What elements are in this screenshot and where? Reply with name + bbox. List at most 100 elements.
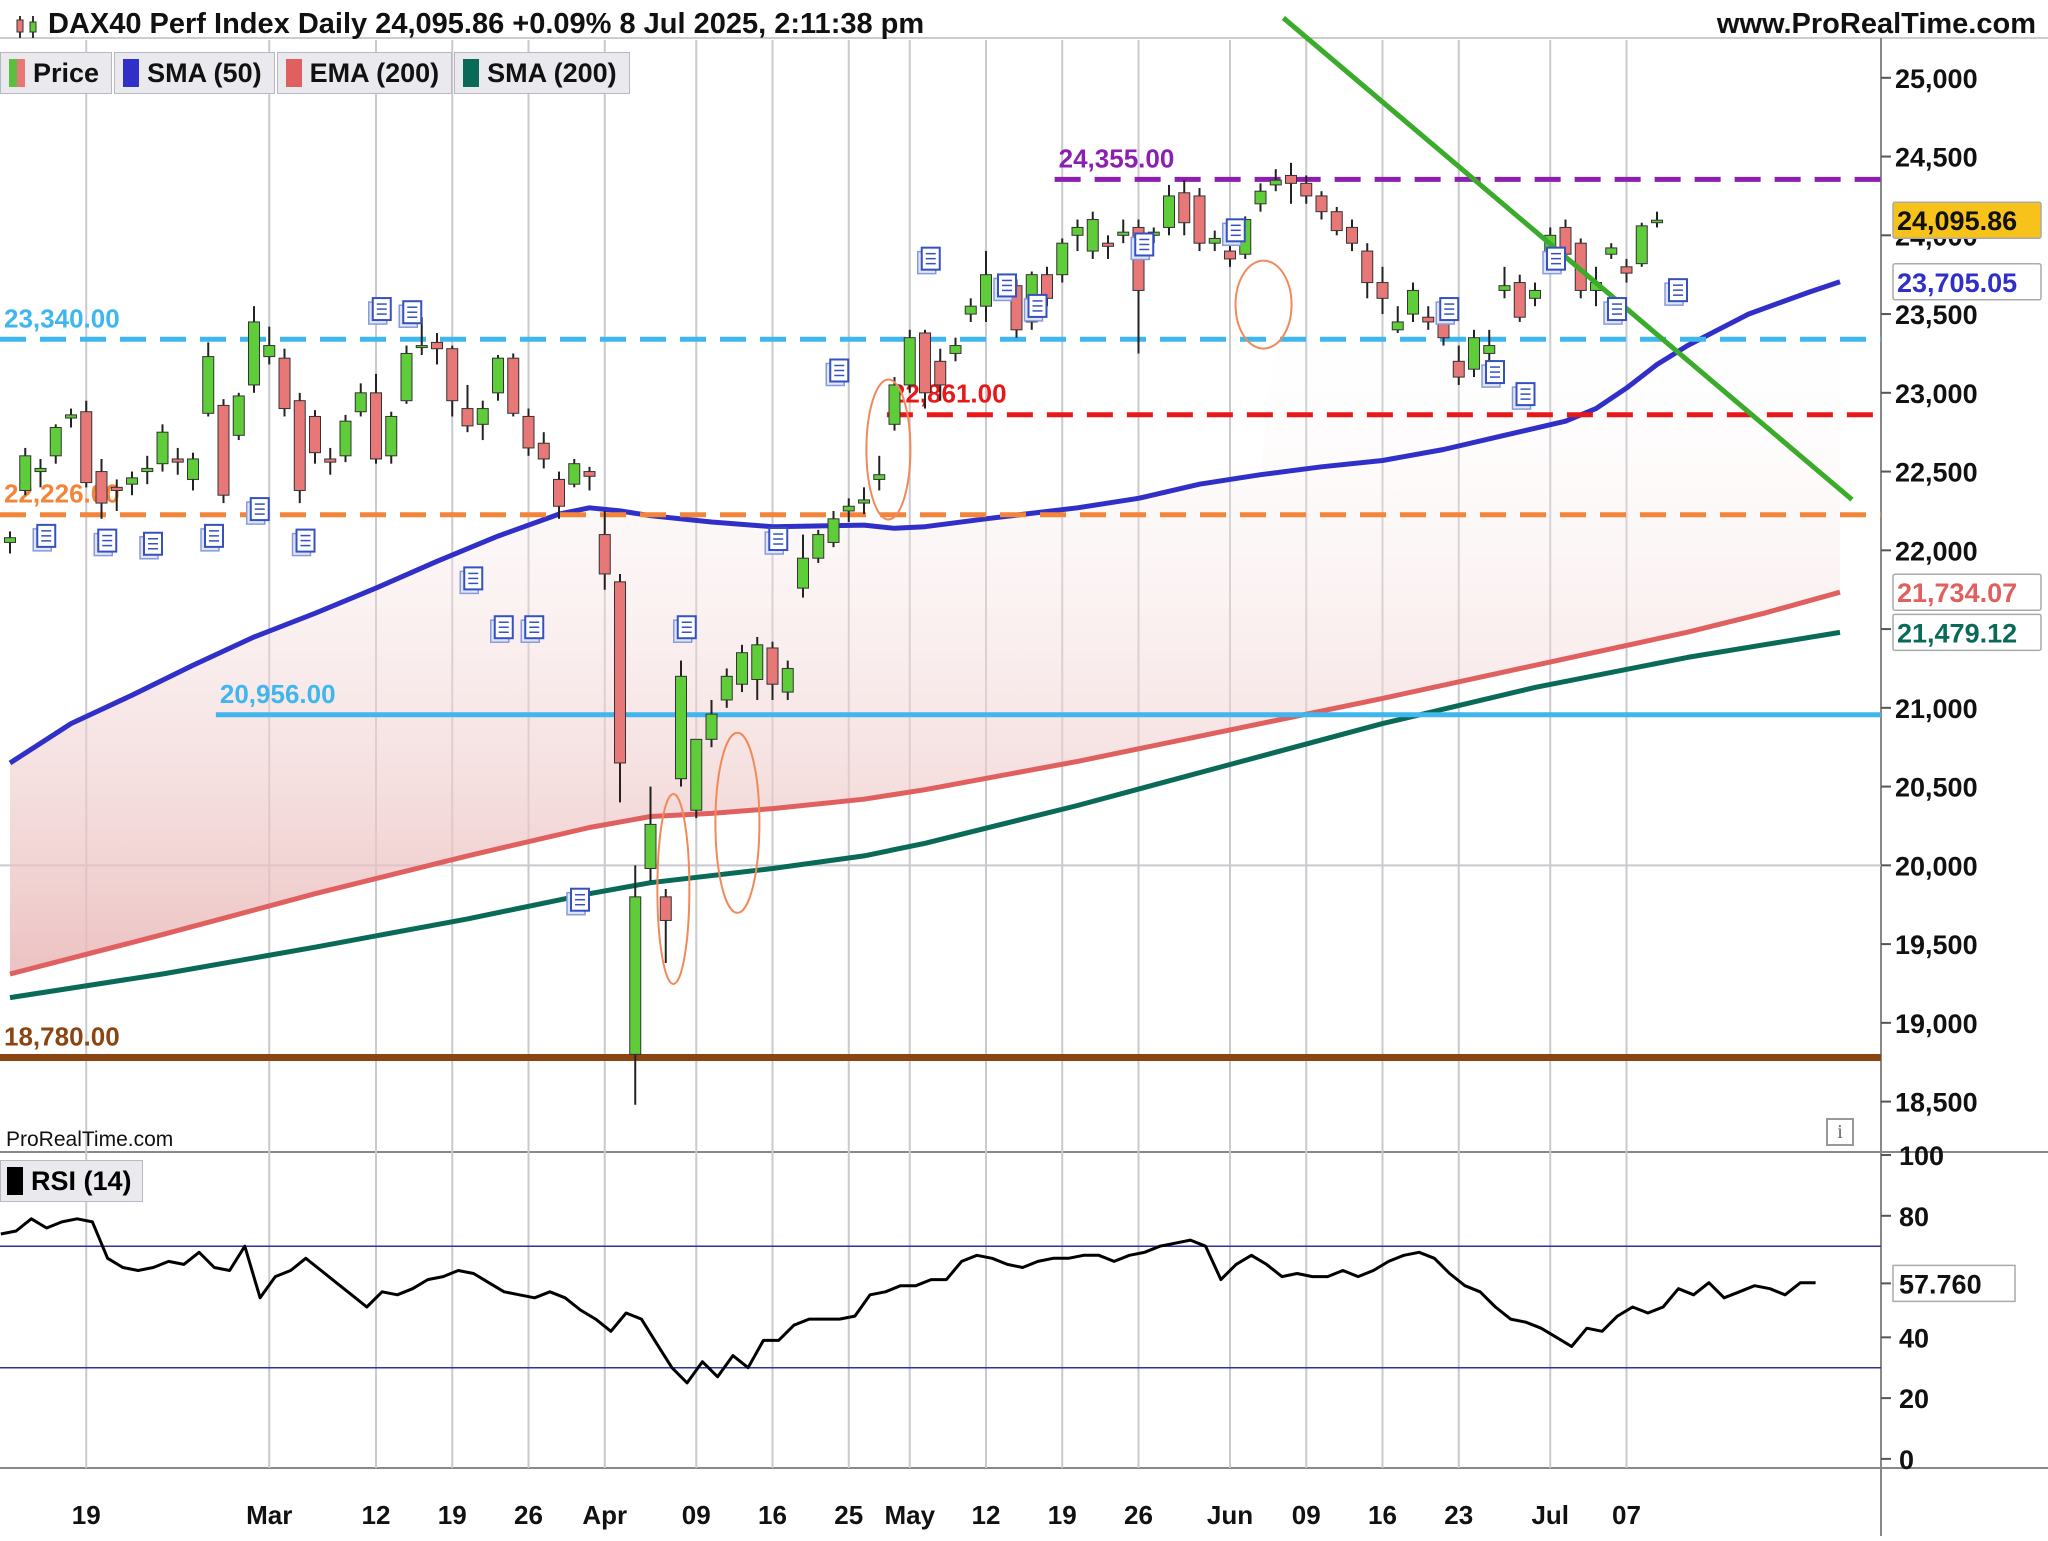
x-tick-label: 09	[682, 1500, 711, 1530]
candle-body	[507, 357, 520, 414]
candle-body	[263, 345, 276, 358]
candle-body	[766, 647, 779, 685]
candle-body	[1498, 285, 1511, 291]
candle-body	[1483, 345, 1496, 354]
news-doc-icon	[1023, 293, 1048, 322]
news-doc-icon	[32, 523, 57, 552]
news-doc-icon	[368, 297, 392, 325]
legend-sma50[interactable]: SMA (50)	[114, 52, 275, 94]
annotation-ellipse	[865, 378, 912, 521]
rsi-tick-label: 40	[1899, 1323, 1929, 1353]
news-doc-icon	[1603, 297, 1627, 325]
legend-price[interactable]: Price	[0, 52, 113, 94]
news-doc-icon	[490, 615, 514, 643]
candle-body	[293, 400, 306, 491]
site-url[interactable]: www.ProRealTime.com	[1716, 8, 2036, 40]
x-tick-label: 26	[1124, 1500, 1153, 1530]
sma200-line	[9, 629, 1841, 1001]
legend-ema200[interactable]: EMA (200)	[276, 52, 453, 94]
news-doc-icon	[566, 887, 590, 916]
y-tick-label: 20,500	[1895, 773, 1978, 803]
news-doc-icon	[1435, 297, 1460, 325]
candle-body	[919, 332, 931, 394]
candle-body	[659, 896, 672, 921]
legend-sma200[interactable]: SMA (200)	[454, 52, 630, 94]
candle-body	[522, 415, 535, 449]
candle-body	[385, 415, 398, 457]
candle-body	[858, 499, 870, 504]
news-doc-icon	[1542, 246, 1566, 275]
candle-body	[171, 458, 184, 463]
candle-body	[781, 667, 794, 693]
sma50-swatch-icon	[123, 59, 140, 87]
y-tick-label: 21,000	[1895, 694, 1978, 724]
candle-body	[1254, 190, 1267, 205]
candle-body	[415, 345, 428, 349]
candle-body	[690, 738, 703, 811]
candle-body	[4, 537, 16, 543]
ma-band-fill	[10, 281, 1840, 975]
candle-body	[1178, 192, 1191, 224]
level-label: 20,956.00	[220, 679, 336, 709]
y-tick-label: 23,500	[1895, 300, 1978, 330]
rsi-legend[interactable]: RSI (14)	[0, 1160, 143, 1202]
rsi-value-badge: 57.760	[1892, 1264, 2016, 1303]
annotation-ellipse	[714, 731, 761, 914]
price-badge-bg	[1892, 263, 2042, 301]
news-doc-icon	[139, 531, 163, 560]
candle-body	[1346, 226, 1358, 244]
candle-body	[736, 652, 748, 685]
candle-body	[1422, 316, 1435, 323]
price-badge-bg	[1892, 613, 2042, 652]
x-tick-label: May	[884, 1500, 935, 1530]
candle-body	[19, 455, 32, 491]
candle-body	[95, 471, 108, 504]
candle-body	[492, 357, 504, 394]
candle-body	[110, 486, 123, 491]
rsi-line	[0, 1217, 1816, 1385]
x-tick-label: Jun	[1207, 1500, 1253, 1530]
candle-body	[248, 321, 260, 386]
rsi-tick-label: 80	[1899, 1202, 1929, 1232]
candle-body	[1391, 321, 1404, 331]
candle-body	[1285, 174, 1297, 184]
candle-body	[751, 644, 764, 680]
price-badge: 24,095.86	[1892, 201, 2042, 239]
candle-body	[400, 352, 413, 402]
candle-body	[34, 467, 47, 473]
candle-body	[873, 474, 886, 480]
news-doc-icon	[459, 566, 484, 595]
y-tick-label: 25,000	[1895, 64, 1978, 94]
rsi-tick-label: 100	[1899, 1141, 1944, 1171]
x-tick-label: 16	[758, 1500, 787, 1530]
x-tick-label: 25	[834, 1500, 863, 1530]
indicator-legend: Price SMA (50) EMA (200) SMA (200)	[0, 52, 632, 94]
info-icon[interactable]: i	[1826, 1118, 1854, 1146]
x-tick-label: 12	[362, 1500, 391, 1530]
x-tick-label: Apr	[582, 1500, 627, 1530]
price-badge-label: 23,705.05	[1897, 268, 2017, 298]
candle-body	[431, 341, 443, 350]
price-badge-label: 24,095.86	[1897, 206, 2017, 236]
y-tick-label: 20,000	[1895, 851, 1978, 881]
candle-body	[1605, 247, 1618, 255]
legend-sma50-label: SMA (50)	[147, 57, 262, 88]
candle-body	[309, 415, 321, 454]
candle-body	[1224, 250, 1236, 260]
candle-body	[598, 534, 611, 575]
candle-body	[1117, 231, 1130, 236]
candle-body	[675, 675, 687, 780]
rsi-legend-label: RSI (14)	[31, 1165, 132, 1196]
candle-body	[964, 305, 977, 315]
news-doc-icon	[93, 528, 118, 557]
x-tick-label: 09	[1292, 1500, 1321, 1530]
level-label: 23,340.00	[4, 303, 120, 333]
candle-body	[141, 467, 154, 473]
candle-body	[187, 458, 199, 480]
level-label: 24,355.00	[1059, 143, 1175, 173]
annotation-ellipse	[1234, 259, 1293, 350]
candle-body	[461, 408, 474, 427]
candle-body	[644, 823, 657, 869]
sma50-line	[8, 279, 1841, 766]
